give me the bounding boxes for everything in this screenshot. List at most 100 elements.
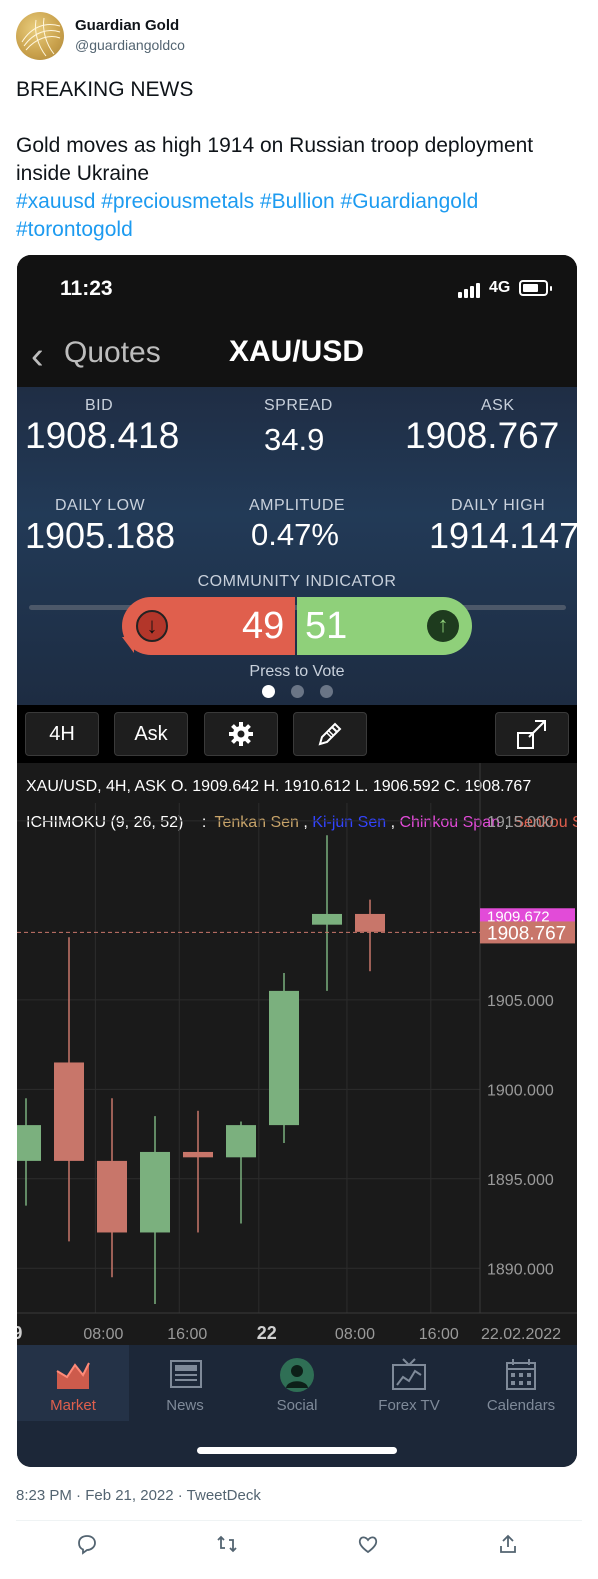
quote-panel: BID 1908.418 SPREAD 34.9 ASK 1908.767 DA… bbox=[17, 387, 577, 705]
home-indicator[interactable] bbox=[197, 1447, 397, 1454]
chart-canvas[interactable]: XAU/USD, 4H, ASK O. 1909.642 H. 1910.612… bbox=[17, 763, 577, 1345]
divider bbox=[16, 1520, 582, 1521]
status-bar: 11:23 4G bbox=[17, 255, 577, 321]
calendar-icon bbox=[506, 1359, 536, 1390]
vote-bearish-value: 49 bbox=[242, 605, 285, 647]
tab-news[interactable]: News bbox=[129, 1345, 241, 1421]
ask-label: ASK bbox=[481, 397, 515, 414]
bid-value: 1908.418 bbox=[25, 415, 180, 456]
share-icon bbox=[500, 1534, 516, 1553]
back-button[interactable]: Quotes bbox=[64, 336, 161, 369]
x-axis-tick-label: 22 bbox=[257, 1323, 277, 1343]
candle-body bbox=[17, 1125, 41, 1161]
page-title: XAU/USD bbox=[229, 335, 365, 368]
price-tag-label: 1908.767 bbox=[487, 923, 566, 944]
retweet-button[interactable] bbox=[216, 1533, 238, 1555]
legend-comma: , bbox=[391, 814, 400, 831]
tweet-hashtags[interactable]: #xauusd #preciousmetals #Bullion #Guardi… bbox=[16, 190, 479, 213]
gear-icon bbox=[229, 722, 253, 746]
price-tag-box bbox=[480, 921, 575, 944]
battery-tip bbox=[550, 286, 552, 291]
tweet-headline: BREAKING NEWS bbox=[16, 78, 194, 101]
tweet-hashtags-2[interactable]: #torontogold bbox=[16, 218, 133, 241]
chart-toolbar: 4H Ask bbox=[17, 705, 577, 763]
tv-icon bbox=[392, 1358, 426, 1390]
like-button[interactable] bbox=[357, 1533, 379, 1555]
chart-header-ohlc: XAU/USD, 4H, ASK O. 1909.642 H. 1910.612… bbox=[26, 778, 531, 795]
daily-high-value: 1914.147 bbox=[429, 515, 577, 556]
fullscreen-button[interactable] bbox=[495, 712, 569, 756]
tab-label: News bbox=[166, 1397, 204, 1414]
tab-calendars[interactable]: Calendars bbox=[465, 1345, 577, 1421]
y-axis-tick-label: 1905.000 bbox=[487, 993, 554, 1010]
tab-forex-tv[interactable]: Forex TV bbox=[353, 1345, 465, 1421]
candle-body bbox=[312, 913, 342, 925]
retweet-icon bbox=[217, 1535, 237, 1553]
settings-button[interactable] bbox=[204, 712, 278, 756]
x-axis-tick-label: 16:00 bbox=[419, 1326, 459, 1343]
page-dot[interactable] bbox=[261, 685, 275, 698]
user-silhouette-icon bbox=[280, 1358, 314, 1392]
price-tag-box bbox=[480, 908, 575, 925]
y-axis-tick-label: 1900.000 bbox=[487, 1082, 554, 1099]
y-axis-tick-label: 1890.000 bbox=[487, 1261, 554, 1278]
tab-social[interactable]: Social bbox=[241, 1345, 353, 1421]
chart-indicator-legend: ICHIMOKU (9, 26, 52) : Tenkan Sen , Ki-j… bbox=[26, 814, 577, 831]
candle-body bbox=[183, 1151, 213, 1158]
share-button[interactable] bbox=[497, 1533, 519, 1555]
legend-comma: , bbox=[303, 814, 312, 831]
legend-chinkou: Chinkou Span bbox=[399, 814, 500, 831]
community-vote-bar[interactable]: ↓ 49 51 ↑ bbox=[122, 597, 472, 655]
arrow-down-icon[interactable]: ↓ bbox=[136, 610, 168, 642]
author-handle[interactable]: @guardiangoldco bbox=[75, 37, 185, 53]
amplitude-value: 0.47% bbox=[251, 517, 339, 552]
page-dots[interactable] bbox=[17, 685, 577, 703]
timeframe-button[interactable]: 4H bbox=[25, 712, 99, 756]
bottom-tab-bar: Market News Social bbox=[17, 1345, 577, 1467]
tweet-body: Gold moves as high 1914 on Russian troop… bbox=[16, 134, 534, 185]
price-chart[interactable]: XAU/USD, 4H, ASK O. 1909.642 H. 1910.612… bbox=[17, 763, 577, 1345]
avatar[interactable] bbox=[16, 12, 64, 60]
tweet-meta[interactable]: 8:23 PM · Feb 21, 2022 · TweetDeck bbox=[16, 1487, 261, 1504]
page-dot[interactable] bbox=[290, 685, 304, 698]
arrow-up-icon[interactable]: ↑ bbox=[427, 610, 459, 642]
vote-bubble-tail bbox=[122, 637, 134, 653]
draw-button[interactable] bbox=[293, 712, 367, 756]
candle-body bbox=[226, 1125, 256, 1158]
price-type-button[interactable]: Ask bbox=[114, 712, 188, 756]
back-chevron-icon[interactable]: ‹ bbox=[31, 335, 44, 377]
embedded-screenshot[interactable]: 11:23 4G ‹ Quotes XAU/USD BID 1908.418 S… bbox=[17, 255, 577, 1467]
reply-button[interactable] bbox=[76, 1533, 98, 1555]
daily-high-label: DAILY HIGH bbox=[451, 497, 546, 514]
community-indicator-label: COMMUNITY INDICATOR bbox=[197, 573, 397, 590]
press-to-vote: Press to Vote bbox=[249, 663, 345, 680]
reply-icon bbox=[78, 1535, 96, 1555]
spread-label: SPREAD bbox=[264, 397, 333, 414]
battery-icon bbox=[519, 280, 548, 296]
network-label: 4G bbox=[489, 279, 511, 296]
pencil-icon bbox=[318, 722, 342, 746]
x-axis-tick-label: 08:00 bbox=[335, 1326, 375, 1343]
ask-value: 1908.767 bbox=[405, 415, 560, 456]
signal-icon bbox=[458, 280, 482, 298]
legend-senkou: Senkou Span bbox=[513, 814, 577, 831]
indicator-name: ICHIMOKU (9, 26, 52) bbox=[26, 814, 183, 831]
candle-body bbox=[355, 913, 385, 932]
tweet-text: BREAKING NEWS Gold moves as high 1914 on… bbox=[16, 76, 582, 244]
tab-label: Forex TV bbox=[378, 1397, 440, 1414]
tab-market[interactable]: Market bbox=[17, 1345, 129, 1421]
daily-low-label: DAILY LOW bbox=[55, 497, 146, 514]
author-name[interactable]: Guardian Gold bbox=[75, 17, 180, 34]
x-axis-tick-label: 16:00 bbox=[167, 1326, 207, 1343]
x-axis-tick-label: 9 bbox=[17, 1323, 22, 1343]
candle-body bbox=[54, 1062, 84, 1161]
page-dot[interactable] bbox=[319, 685, 333, 698]
nav-bar: ‹ Quotes XAU/USD bbox=[17, 321, 577, 387]
market-chart-icon bbox=[56, 1362, 90, 1389]
legend-comma: , bbox=[504, 814, 513, 831]
candle-body bbox=[97, 1160, 127, 1233]
y-axis-tick-label: 1895.000 bbox=[487, 1172, 554, 1189]
tab-label: Calendars bbox=[486, 1397, 556, 1414]
legend-tenkan: Tenkan Sen bbox=[214, 814, 299, 831]
tab-label: Social bbox=[276, 1397, 318, 1414]
